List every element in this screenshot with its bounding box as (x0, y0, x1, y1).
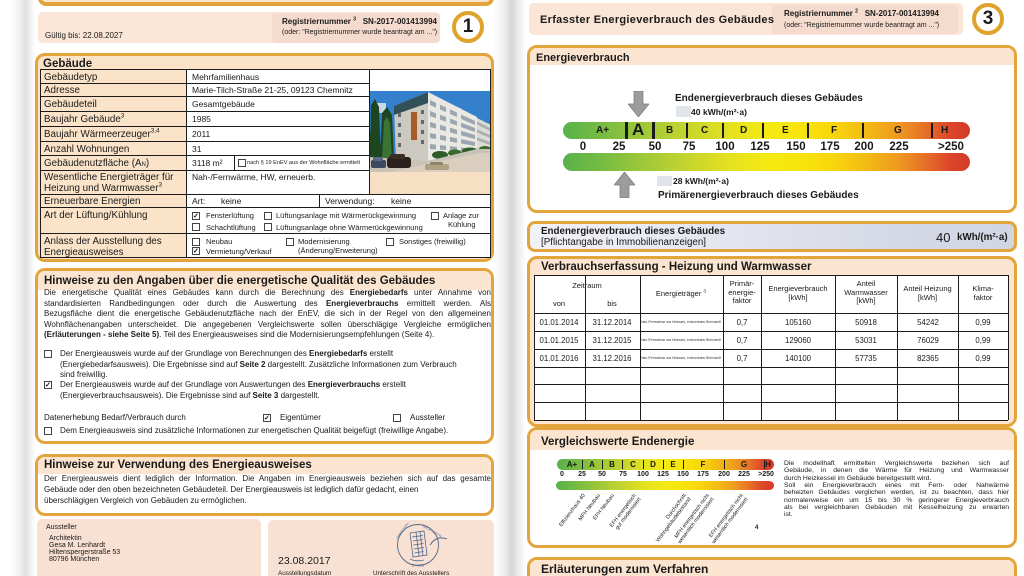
svg-text:FREISCHAFF.: FREISCHAFF. (396, 523, 411, 540)
svg-text:BY-1908: BY-1908 (412, 564, 424, 568)
